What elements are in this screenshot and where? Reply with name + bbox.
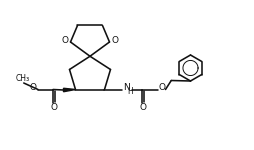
Text: O: O bbox=[111, 36, 118, 45]
Text: O: O bbox=[29, 84, 36, 93]
Text: O: O bbox=[61, 36, 68, 45]
Text: CH₃: CH₃ bbox=[16, 75, 30, 84]
Text: O: O bbox=[51, 102, 57, 111]
Text: O: O bbox=[139, 102, 146, 111]
Polygon shape bbox=[63, 88, 75, 92]
Text: H: H bbox=[127, 87, 132, 96]
Text: N: N bbox=[123, 82, 130, 91]
Text: O: O bbox=[158, 83, 165, 92]
